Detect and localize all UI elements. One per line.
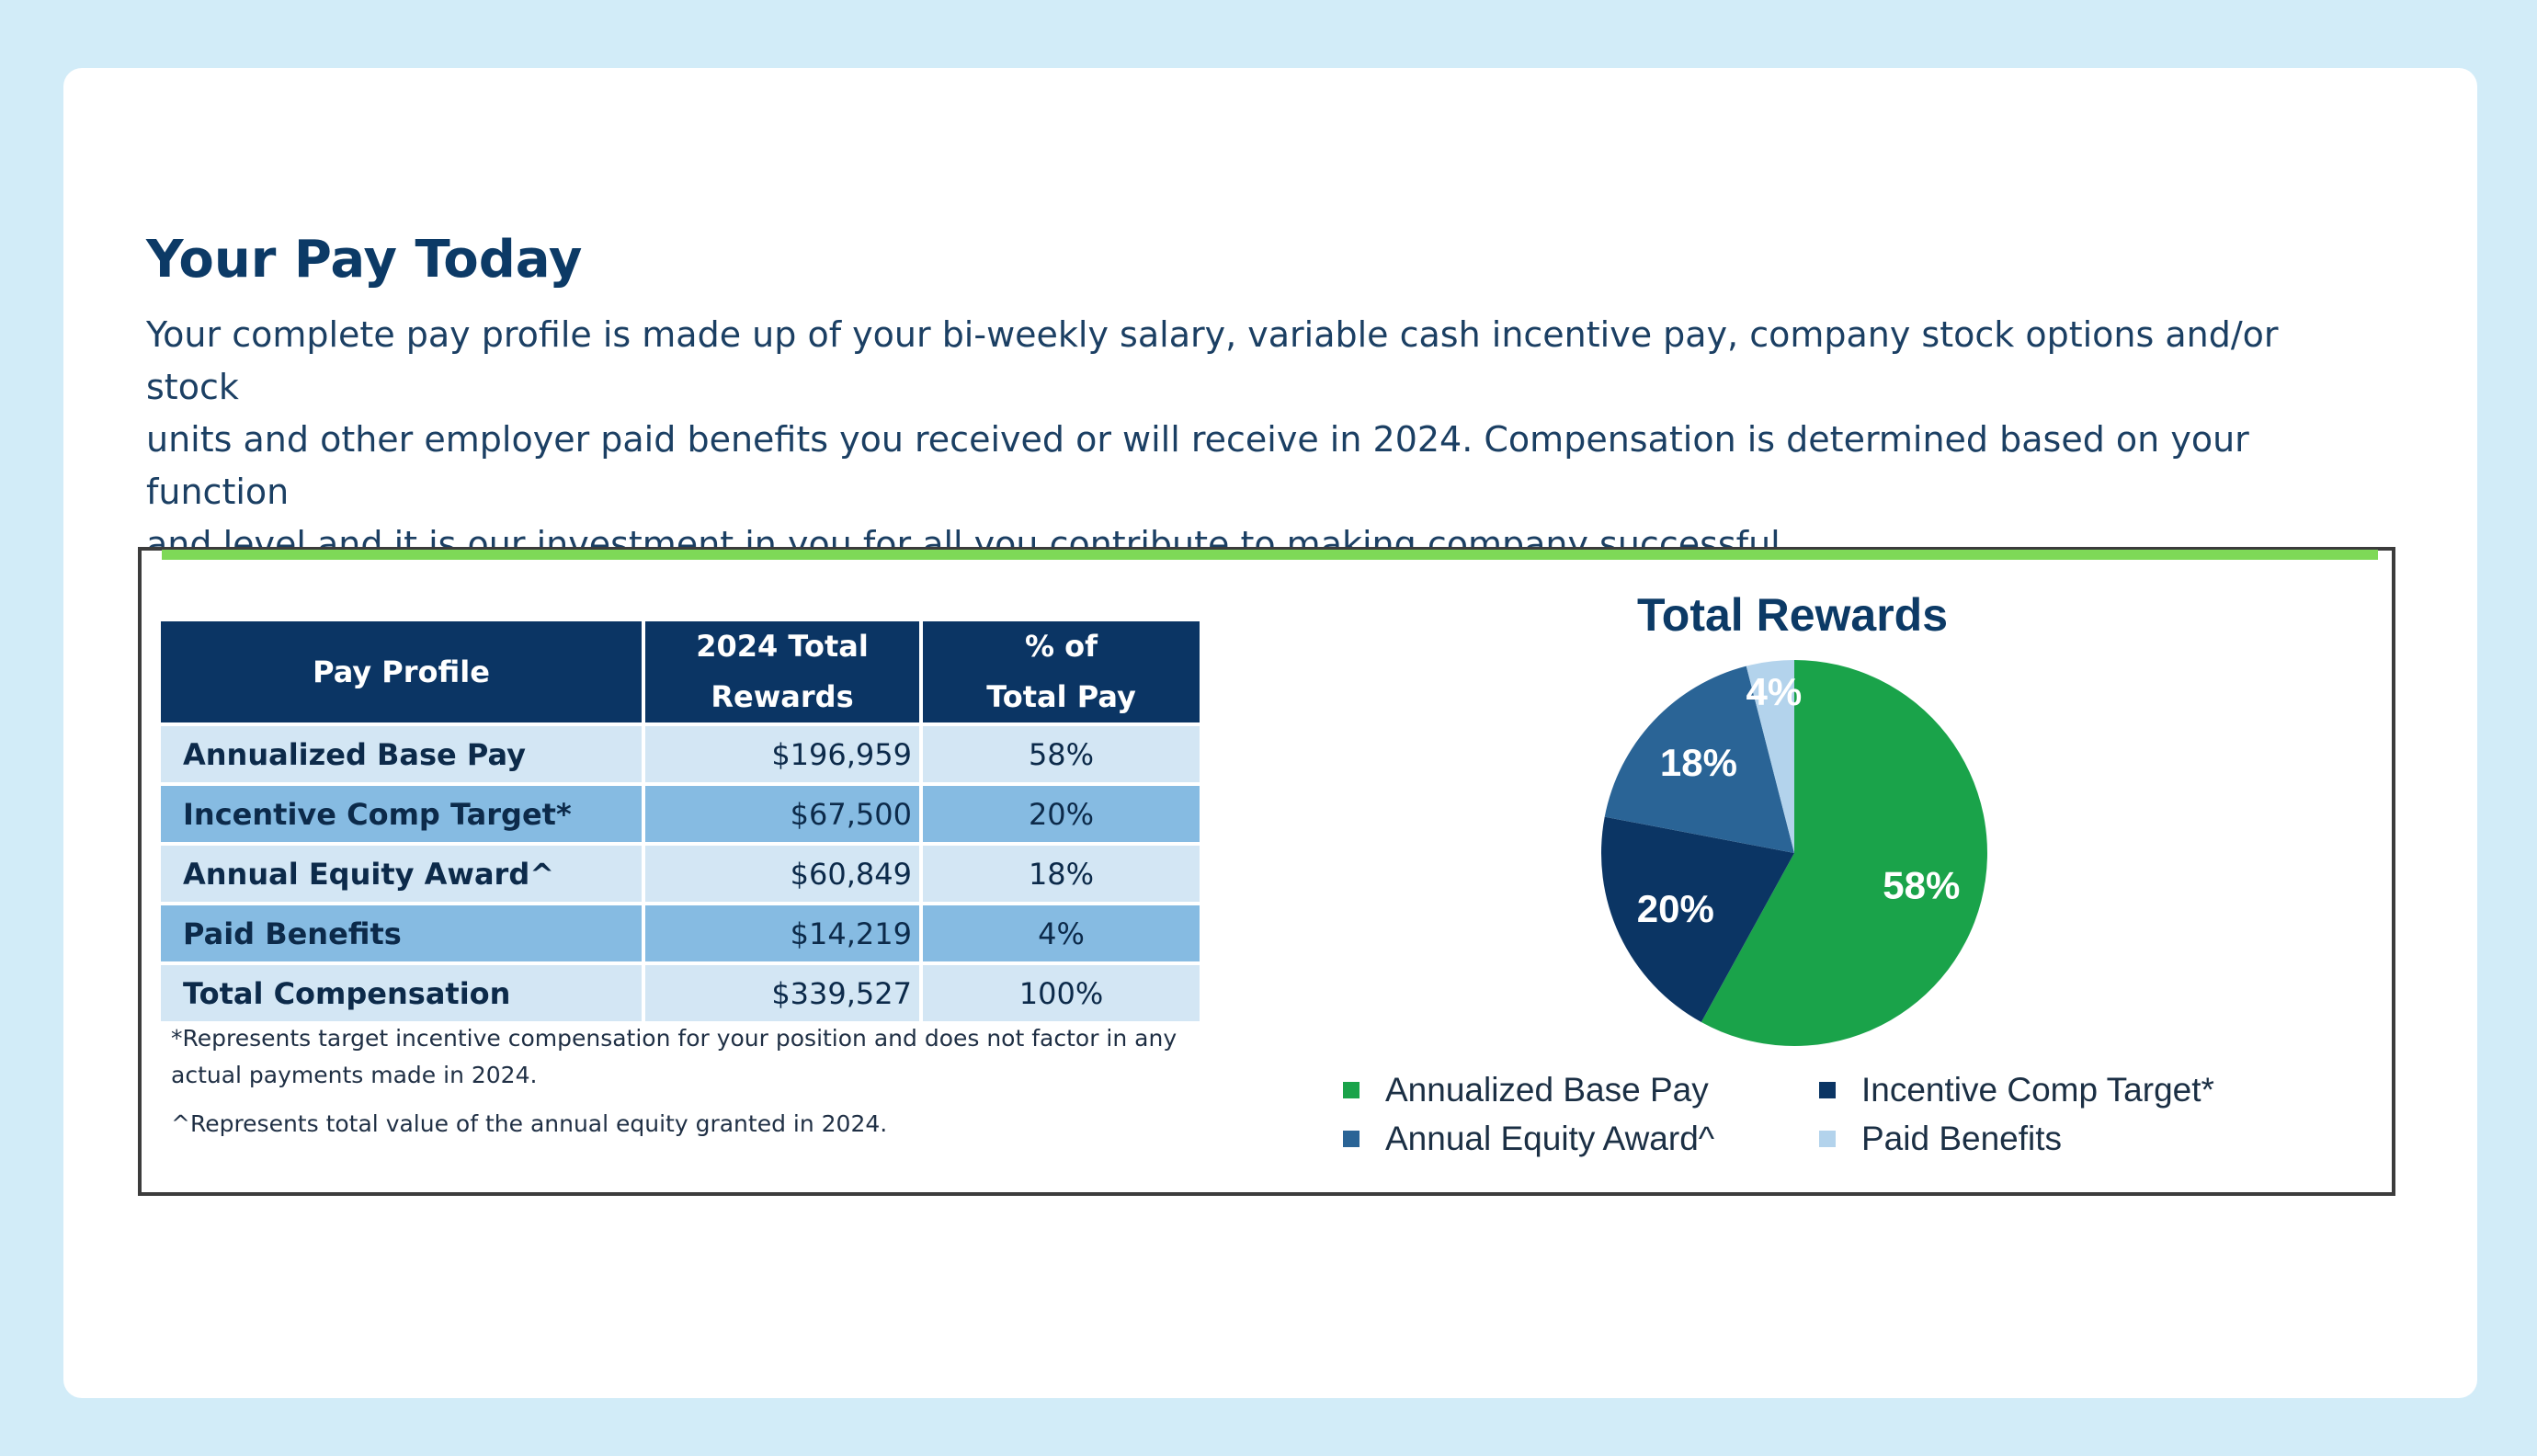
- pie-label-benefits: 4%: [1746, 670, 1803, 713]
- legend-label: Incentive Comp Target*: [1861, 1071, 2214, 1109]
- legend-label: Annual Equity Award^: [1385, 1120, 1715, 1157]
- table-header-row: Pay Profile 2024 Total Rewards % of Tota…: [161, 621, 1200, 724]
- legend-item-benefits: Paid Benefits: [1819, 1120, 2062, 1158]
- header-percent-total: % of Total Pay: [921, 621, 1200, 724]
- intro-paragraph: Your complete pay profile is made up of …: [146, 309, 2352, 571]
- row-label: Incentive Comp Target*: [161, 782, 645, 844]
- row-amount: $14,219: [643, 902, 923, 963]
- table-row: Paid Benefits $14,219 4%: [161, 902, 1200, 963]
- accent-rule: [162, 550, 2378, 560]
- row-percent: 58%: [921, 722, 1200, 784]
- table-row: Annualized Base Pay $196,959 58%: [161, 722, 1200, 784]
- row-label: Paid Benefits: [161, 902, 645, 963]
- table-row: Annual Equity Award^ $60,849 18%: [161, 842, 1200, 904]
- page-title: Your Pay Today: [146, 230, 583, 290]
- pie-slice-incentive: [1601, 816, 1794, 1023]
- row-percent: 100%: [921, 961, 1200, 1021]
- row-label: Total Compensation: [161, 961, 645, 1021]
- legend-label: Paid Benefits: [1861, 1120, 2063, 1157]
- header-line: Total Pay: [986, 679, 1136, 714]
- pie-label-incentive: 20%: [1637, 887, 1714, 930]
- row-amount: $67,500: [643, 782, 923, 844]
- row-amount: $339,527: [643, 961, 923, 1021]
- table-row-total: Total Compensation $339,527 100%: [161, 961, 1200, 1021]
- legend-swatch: [1819, 1082, 1836, 1099]
- row-percent: 18%: [921, 842, 1200, 904]
- legend-item-base-pay: Annualized Base Pay: [1343, 1071, 1709, 1109]
- table-row: Incentive Comp Target* $67,500 20%: [161, 782, 1200, 844]
- header-pay-profile: Pay Profile: [161, 621, 645, 724]
- total-rewards-pie-chart: 58% 20% 18%4%: [1601, 660, 1987, 1046]
- header-line: 2024 Total: [696, 629, 869, 664]
- footnote-equity: ^Represents total value of the annual eq…: [171, 1110, 888, 1137]
- legend-item-equity: Annual Equity Award^: [1343, 1120, 1714, 1158]
- pie-label-base-pay: 58%: [1883, 864, 1960, 907]
- pie-slice-base-pay: [1701, 660, 1987, 1046]
- row-label: Annual Equity Award^: [161, 842, 645, 904]
- legend-swatch: [1343, 1082, 1360, 1099]
- legend-item-incentive: Incentive Comp Target*: [1819, 1071, 2214, 1109]
- chart-title: Total Rewards: [1636, 589, 1949, 641]
- legend-swatch: [1343, 1131, 1360, 1148]
- pie-slice-equity: [1604, 665, 1794, 853]
- header-total-rewards: 2024 Total Rewards: [643, 621, 923, 724]
- intro-line: units and other employer paid benefits y…: [146, 419, 2249, 512]
- row-percent: 4%: [921, 902, 1200, 963]
- footnote-line: *Represents target incentive compensatio…: [171, 1025, 1177, 1052]
- row-label: Annualized Base Pay: [161, 722, 645, 784]
- header-line: Rewards: [711, 679, 854, 714]
- footnote-line: actual payments made in 2024.: [171, 1062, 538, 1088]
- legend-swatch: [1819, 1131, 1836, 1148]
- pie-label-equity: 18%: [1660, 741, 1737, 784]
- footnote-incentive: *Represents target incentive compensatio…: [171, 1020, 1210, 1094]
- intro-line: Your complete pay profile is made up of …: [146, 314, 2279, 407]
- pie-slice-benefits: [1746, 660, 1794, 853]
- legend-label: Annualized Base Pay: [1385, 1071, 1709, 1109]
- header-line: % of: [1024, 629, 1098, 664]
- pay-profile-table: Pay Profile 2024 Total Rewards % of Tota…: [161, 621, 1200, 1021]
- row-amount: $60,849: [643, 842, 923, 904]
- row-amount: $196,959: [643, 722, 923, 784]
- row-percent: 20%: [921, 782, 1200, 844]
